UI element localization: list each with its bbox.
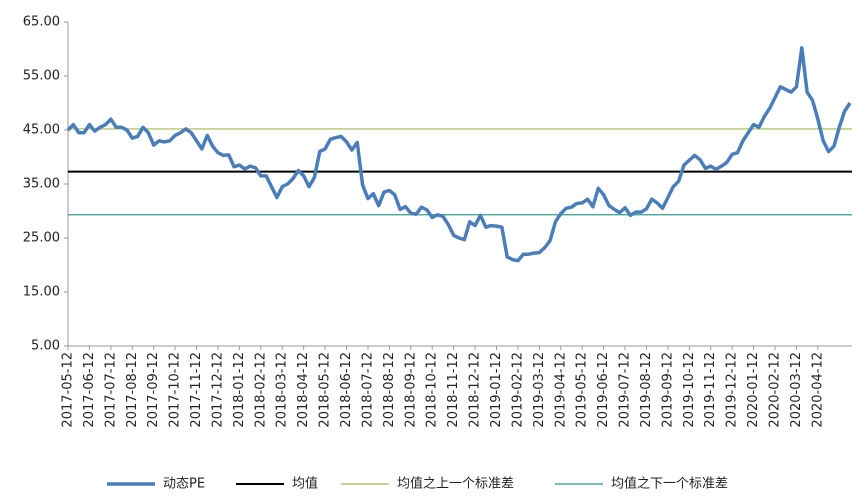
x-tick-label: 2018-05-12 xyxy=(318,352,333,428)
x-tick-label: 2018-04-12 xyxy=(296,352,311,428)
legend-label: 均值之下一个标准差 xyxy=(611,476,728,492)
x-tick-label: 2017-08-12 xyxy=(125,352,140,428)
x-tick-label: 2019-09-12 xyxy=(660,352,675,428)
x-tick-label: 2020-03-12 xyxy=(789,352,804,428)
x-tick-label: 2017-11-12 xyxy=(189,352,204,428)
x-tick-label: 2017-10-12 xyxy=(168,352,183,428)
x-tick-label: 2018-02-12 xyxy=(253,352,268,428)
x-tick-label: 2018-01-12 xyxy=(232,352,247,428)
x-tick-label: 2017-05-12 xyxy=(61,352,76,428)
x-tick-label: 2020-02-12 xyxy=(768,352,783,428)
x-tick-label: 2018-12-12 xyxy=(468,352,483,428)
x-tick-label: 2018-03-12 xyxy=(275,352,290,428)
x-tick-label: 2019-12-12 xyxy=(725,352,740,428)
x-tick-label: 2017-06-12 xyxy=(82,352,97,428)
legend-label: 均值 xyxy=(292,476,318,492)
x-tick-label: 2019-06-12 xyxy=(596,352,611,428)
x-tick-label: 2019-08-12 xyxy=(639,352,654,428)
y-tick-label: 45.00 xyxy=(23,123,60,138)
y-tick-label: 35.00 xyxy=(23,177,60,192)
x-tick-label: 2019-11-12 xyxy=(703,352,718,428)
legend-label: 动态PE xyxy=(163,477,205,492)
x-tick-label: 2018-09-12 xyxy=(403,352,418,428)
x-tick-label: 2018-10-12 xyxy=(425,352,440,428)
y-tick-label: 55.00 xyxy=(23,69,60,84)
x-tick-label: 2017-07-12 xyxy=(103,352,118,428)
legend-label: 均值之上一个标准差 xyxy=(397,476,514,492)
x-tick-label: 2019-07-12 xyxy=(618,352,633,428)
x-tick-label: 2019-03-12 xyxy=(532,352,547,428)
x-tick-label: 2019-02-12 xyxy=(510,352,525,428)
x-tick-label: 2018-07-12 xyxy=(360,352,375,428)
y-tick-label: 65.00 xyxy=(23,15,60,30)
x-tick-label: 2018-06-12 xyxy=(339,352,354,428)
x-tick-label: 2020-01-12 xyxy=(746,352,761,428)
data-line xyxy=(66,46,852,263)
x-tick-label: 2017-12-12 xyxy=(210,352,225,428)
x-tick-label: 2020-04-12 xyxy=(810,352,825,428)
y-tick-label: 15.00 xyxy=(23,285,60,300)
x-tick-label: 2019-04-12 xyxy=(553,352,568,428)
x-tick-label: 2018-08-12 xyxy=(382,352,397,428)
x-tick-label: 2017-09-12 xyxy=(146,352,161,428)
x-tick-label: 2019-01-12 xyxy=(489,352,504,428)
x-tick-label: 2018-11-12 xyxy=(446,352,461,428)
y-tick-label: 5.00 xyxy=(31,339,60,354)
x-tick-label: 2019-10-12 xyxy=(682,352,697,428)
y-tick-label: 25.00 xyxy=(23,231,60,246)
x-tick-label: 2019-05-12 xyxy=(575,352,590,428)
